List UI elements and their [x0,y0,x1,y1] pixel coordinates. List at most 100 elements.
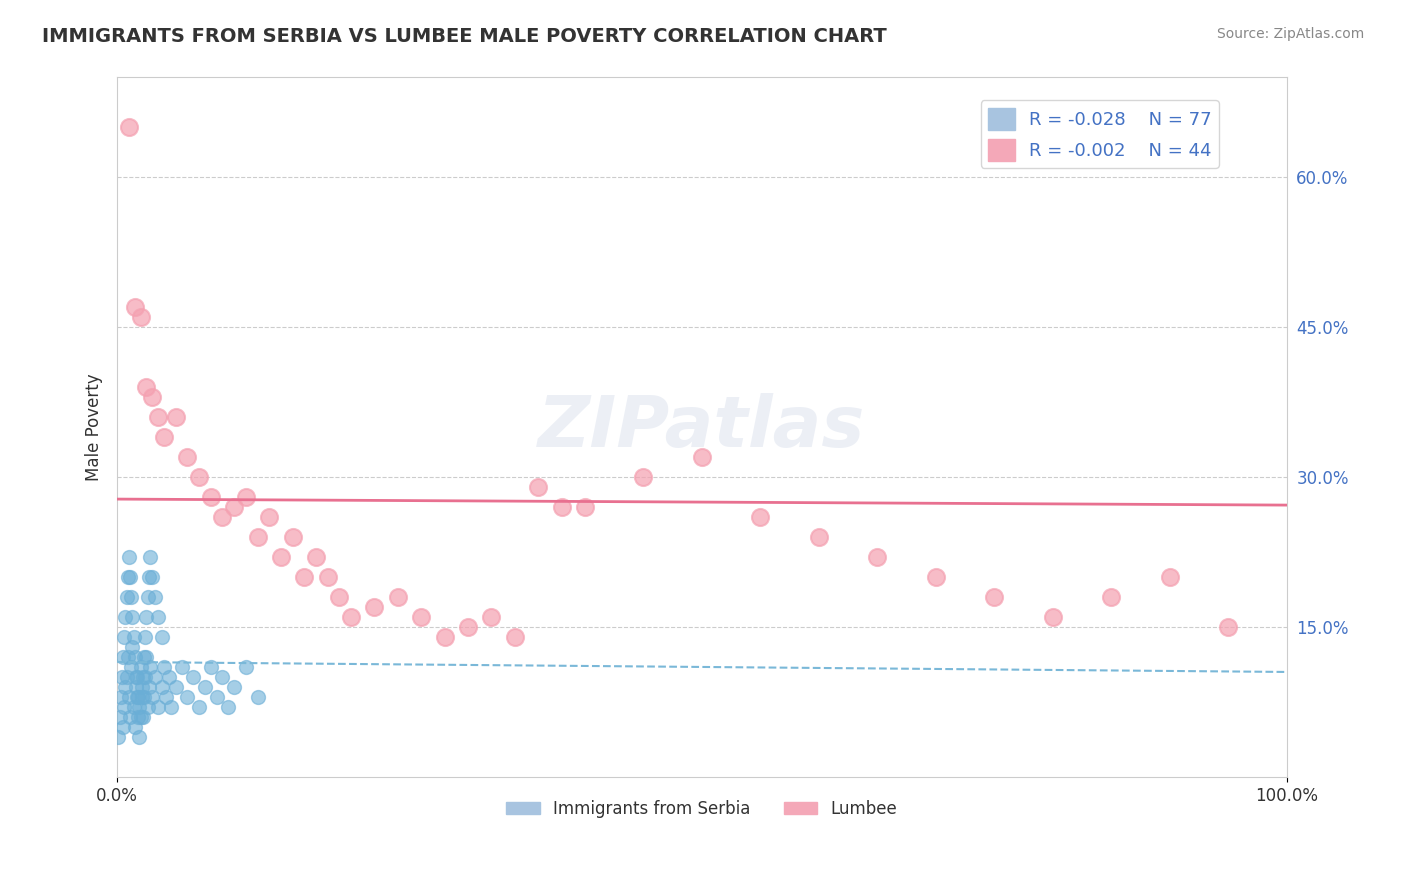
Point [281,530,304,544]
Point [132,710,155,724]
Point [136,700,159,714]
Point [120,660,142,674]
Point [118,549,141,564]
Point [200,660,222,674]
Point [211,670,233,684]
Point [176,450,198,464]
Point [176,690,198,704]
Point [110,690,132,704]
Point [211,510,233,524]
Point [128,730,150,744]
Point [125,690,148,704]
Point [633,470,655,484]
Point [141,570,163,584]
Point [118,570,141,584]
Point [135,380,157,394]
Text: ZIPatlas: ZIPatlas [538,392,866,462]
Point [170,660,193,674]
Point [112,630,135,644]
Point [224,500,246,514]
Point [120,590,142,604]
Point [131,690,153,704]
Point [138,570,160,584]
Point [188,700,211,714]
Point [165,680,187,694]
Point [141,690,163,704]
Point [132,650,155,665]
Point [129,710,152,724]
Point [1099,590,1122,604]
Point [143,670,166,684]
Point [550,500,572,514]
Point [983,590,1005,604]
Point [690,450,713,464]
Point [117,650,139,665]
Point [136,590,159,604]
Point [1159,570,1181,584]
Point [316,570,339,584]
Point [146,610,169,624]
Point [139,549,162,564]
Point [115,590,138,604]
Point [112,700,135,714]
Point [124,720,146,734]
Point [305,549,328,564]
Point [132,690,155,704]
Point [122,700,145,714]
Point [121,640,143,654]
Point [124,650,146,665]
Point [125,680,148,694]
Point [481,610,503,624]
Point [112,720,135,734]
Point [328,590,350,604]
Point [749,510,772,524]
Point [925,570,948,584]
Point [1216,620,1239,634]
Text: IMMIGRANTS FROM SERBIA VS LUMBEE MALE POVERTY CORRELATION CHART: IMMIGRANTS FROM SERBIA VS LUMBEE MALE PO… [42,27,887,45]
Point [127,690,149,704]
Point [574,500,596,514]
Point [503,630,526,644]
Point [527,480,550,494]
Point [188,470,211,484]
Point [181,670,204,684]
Point [115,670,138,684]
Point [139,660,162,674]
Point [107,730,129,744]
Point [118,710,141,724]
Text: Source: ZipAtlas.com: Source: ZipAtlas.com [1216,27,1364,41]
Point [807,530,830,544]
Point [411,610,433,624]
Point [129,310,152,325]
Point [134,630,156,644]
Point [150,680,173,694]
Point [387,590,409,604]
Point [217,700,239,714]
Point [143,590,166,604]
Y-axis label: Male Poverty: Male Poverty [86,374,103,481]
Point [157,670,180,684]
Point [121,610,143,624]
Point [433,630,456,644]
Point [108,710,131,724]
Point [138,680,160,694]
Point [128,700,150,714]
Point [141,390,163,404]
Point [165,410,187,425]
Point [1042,610,1064,624]
Point [114,680,136,694]
Point [146,410,169,425]
Point [135,650,157,665]
Point [114,610,136,624]
Point [155,690,177,704]
Point [131,680,153,694]
Point [124,300,146,314]
Point [118,120,141,135]
Point [235,660,257,674]
Point [150,630,173,644]
Point [146,700,169,714]
Point [235,490,257,504]
Point [111,670,134,684]
Point [153,660,176,674]
Point [153,430,176,444]
